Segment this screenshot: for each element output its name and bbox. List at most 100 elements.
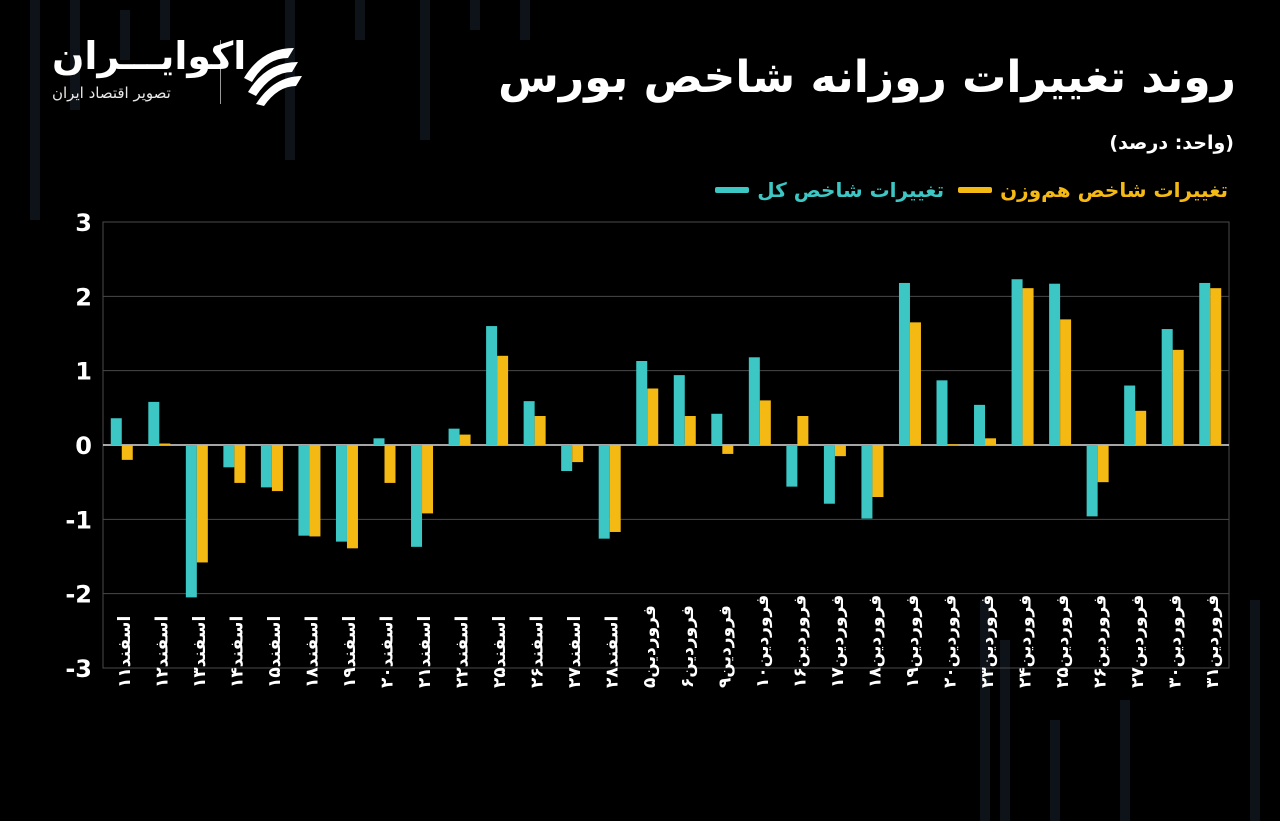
bar-equal xyxy=(1210,288,1222,445)
bar-equal xyxy=(1097,445,1109,483)
x-tick-label: اسفند۲۲ xyxy=(453,616,473,688)
bg-candle xyxy=(1120,700,1130,821)
bar-equal xyxy=(985,438,997,445)
bar-equal xyxy=(534,416,546,445)
x-tick-label: اسفند۱۱ xyxy=(115,616,135,688)
legend: تغییرات شاخص کل تغییرات شاخص هم‌وزن xyxy=(715,178,1228,202)
bar-total xyxy=(411,445,423,547)
bar-equal xyxy=(384,445,396,483)
bar-total xyxy=(1049,283,1061,445)
bar-total xyxy=(335,445,347,542)
bar-equal xyxy=(1172,349,1184,445)
bar-equal xyxy=(459,434,471,445)
bar-equal xyxy=(1060,319,1072,445)
bg-candle xyxy=(1250,600,1260,821)
bar-total xyxy=(598,445,610,539)
x-tick-label: فروردین۹ xyxy=(715,605,735,688)
bar-equal xyxy=(872,445,884,498)
bg-candle xyxy=(470,0,480,30)
bar-total xyxy=(561,445,573,472)
bar-equal xyxy=(722,445,734,454)
bar-total xyxy=(523,401,535,445)
chart-title: روند تغییرات روزانه شاخص بورس xyxy=(498,52,1236,103)
x-tick-label: فروردین۳۰ xyxy=(1166,595,1186,688)
bar-total xyxy=(823,445,835,504)
bar-total xyxy=(673,375,685,445)
bar-equal xyxy=(309,445,321,537)
bar-total xyxy=(185,445,197,598)
x-tick-label: اسفند۱۵ xyxy=(265,616,285,688)
bar-equal xyxy=(422,445,434,514)
legend-item-total: تغییرات شاخص کل xyxy=(715,178,944,202)
x-tick-label: اسفند۲۷ xyxy=(565,616,585,688)
bg-candle xyxy=(355,0,365,40)
x-tick-label: اسفند۱۸ xyxy=(302,616,322,688)
bar-total xyxy=(148,401,160,445)
bar-equal xyxy=(684,416,696,445)
legend-label-equal: تغییرات شاخص هم‌وزن xyxy=(1000,178,1228,202)
x-tick-label: فروردین۱۸ xyxy=(865,595,885,688)
bar-equal xyxy=(647,388,659,445)
bar-total xyxy=(636,361,648,445)
bar-equal xyxy=(159,443,171,445)
bar-total xyxy=(1011,279,1023,445)
y-tick-label: 0 xyxy=(75,432,92,460)
brand-name: اکوایـــران xyxy=(52,34,247,78)
x-tick-label: فروردین۵ xyxy=(640,605,660,688)
x-tick-label: اسفند۲۸ xyxy=(603,616,623,688)
x-tick-label: اسفند۱۴ xyxy=(227,616,247,688)
x-tick-label: فروردین۱۰ xyxy=(753,595,773,688)
bar-total xyxy=(298,445,310,536)
bar-equal xyxy=(271,445,283,492)
brand-subtitle: تصویر اقتصاد ایران xyxy=(52,84,171,102)
bar-total xyxy=(861,445,873,519)
bar-equal xyxy=(121,445,133,460)
bar-total xyxy=(110,418,122,445)
y-tick-label: 2 xyxy=(75,283,92,311)
x-tick-label: فروردین۲۰ xyxy=(941,595,961,688)
bar-total xyxy=(486,326,498,445)
bar-total xyxy=(711,413,723,445)
bar-total xyxy=(223,445,235,468)
bg-candle xyxy=(1000,640,1010,821)
bar-equal xyxy=(196,445,208,563)
x-tick-label: فروردین۲۷ xyxy=(1128,595,1148,688)
x-tick-label: فروردین۱۷ xyxy=(828,595,848,688)
bg-candle xyxy=(120,10,130,60)
y-tick-label: -3 xyxy=(65,655,92,683)
y-tick-label: 1 xyxy=(75,358,92,386)
bg-candle xyxy=(420,0,430,140)
x-tick-label: اسفند۲۱ xyxy=(415,616,435,688)
bar-total xyxy=(1086,445,1098,517)
legend-label-total: تغییرات شاخص کل xyxy=(757,178,945,202)
bg-candle xyxy=(1050,720,1060,821)
x-tick-label: فروردین۲۶ xyxy=(1091,595,1111,688)
chart-unit: (واحد: درصد) xyxy=(1109,132,1234,154)
brand-separator xyxy=(220,40,221,104)
x-tick-label: فروردین۳۱ xyxy=(1203,595,1223,688)
bar-total xyxy=(1161,329,1173,445)
bar-total xyxy=(1199,282,1211,445)
bg-candle xyxy=(520,0,530,40)
bar-total xyxy=(786,445,798,487)
x-tick-label: فروردین۲۳ xyxy=(978,595,998,688)
bar-equal xyxy=(759,400,771,445)
x-tick-label: فروردین۶ xyxy=(678,605,698,688)
bar-equal xyxy=(909,322,921,445)
bar-equal xyxy=(346,445,358,549)
bar-equal xyxy=(572,445,584,463)
bar-total xyxy=(1124,385,1136,445)
ecoiran-logo-icon xyxy=(244,48,302,106)
legend-swatch-equal xyxy=(958,187,993,193)
x-tick-label: اسفند۲۶ xyxy=(528,616,548,688)
x-tick-label: فروردین۱۹ xyxy=(903,595,923,688)
x-tick-label: اسفند۱۳ xyxy=(190,616,210,688)
bar-total xyxy=(748,357,760,445)
bar-total xyxy=(974,404,986,445)
bg-candle xyxy=(980,600,990,821)
bar-equal xyxy=(1135,410,1147,445)
legend-swatch-total xyxy=(715,187,750,193)
bar-total xyxy=(260,445,272,488)
bar-equal xyxy=(234,445,246,483)
